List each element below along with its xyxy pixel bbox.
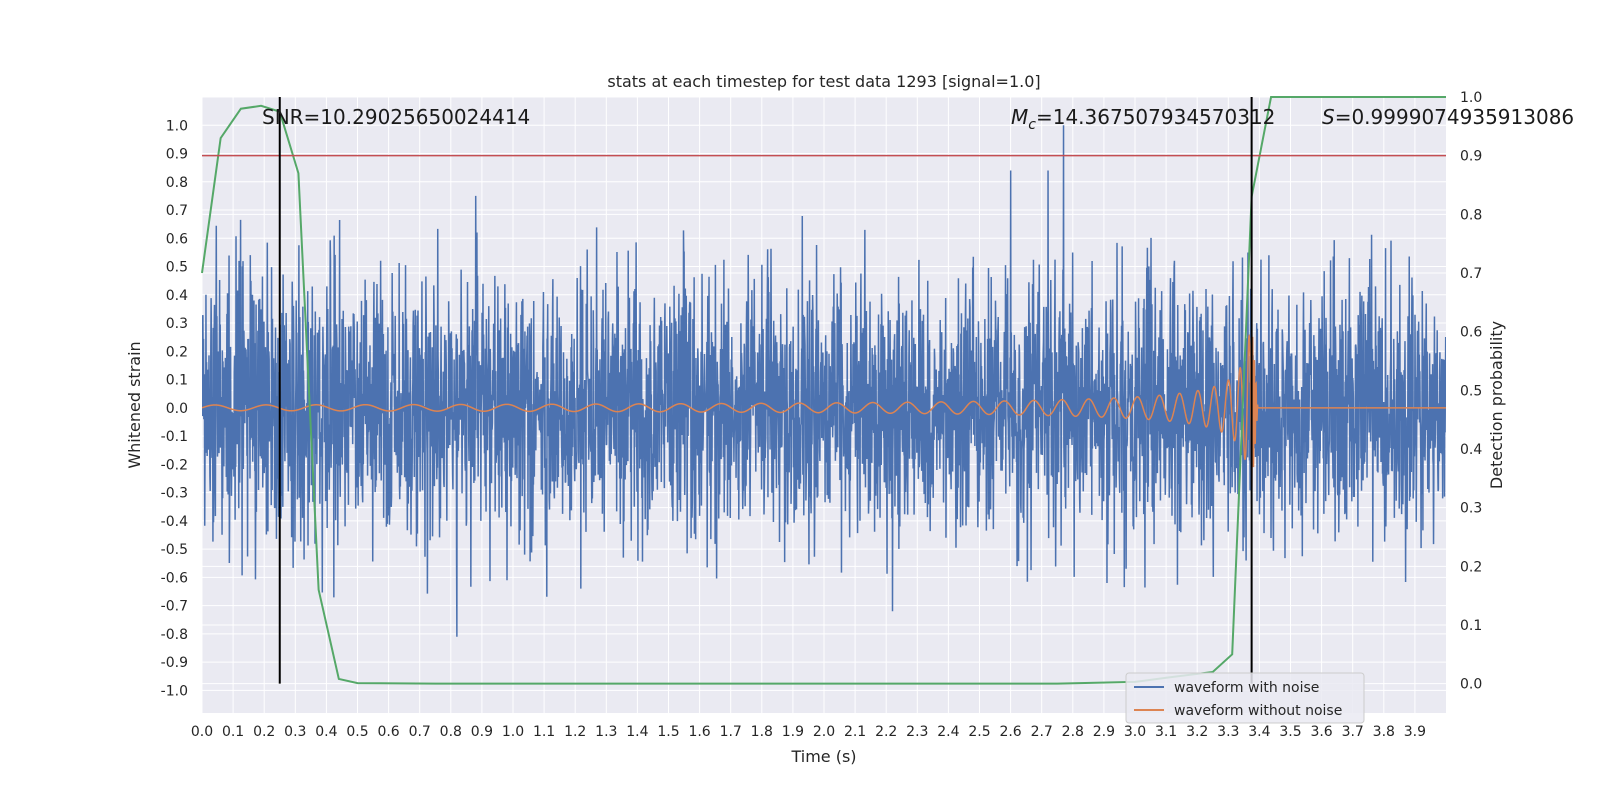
x-tick-label: 3.4 xyxy=(1248,724,1270,740)
x-tick-label: 1.0 xyxy=(502,724,524,740)
x-tick-label: 0.4 xyxy=(315,724,337,740)
y-tick-label-left: 0.7 xyxy=(166,203,188,219)
x-tick-label: 1.5 xyxy=(657,724,679,740)
y-tick-label-right: 0.7 xyxy=(1460,266,1482,282)
y-tick-label-left: 0.4 xyxy=(166,288,188,304)
series-line-clean xyxy=(202,333,1446,491)
x-tick-label: 0.0 xyxy=(191,724,213,740)
y-tick-label-right: 0.4 xyxy=(1460,442,1482,458)
x-tick-label: 1.9 xyxy=(782,724,804,740)
x-tick-label: 0.7 xyxy=(409,724,431,740)
legend: waveform with noise waveform without noi… xyxy=(1125,672,1365,724)
score-annotation: S=0.9999074935913086 xyxy=(1322,105,1574,129)
y-tick-label-left: -0.4 xyxy=(161,514,188,530)
x-tick-label: 1.1 xyxy=(533,724,555,740)
y-tick-label-left: 0.2 xyxy=(166,344,188,360)
mc-value: =14.367507934570312 xyxy=(1036,105,1275,129)
y-axis-label-right: Detection probability xyxy=(1487,321,1506,489)
series-line-detection-probability xyxy=(201,96,1446,685)
x-tick-label: 2.7 xyxy=(1031,724,1053,740)
chirp-mass-annotation: Mc=14.367507934570312 xyxy=(1011,105,1275,133)
y-tick-label-right: 0.5 xyxy=(1460,383,1482,399)
x-tick-label: 2.5 xyxy=(968,724,990,740)
x-tick-label: 3.7 xyxy=(1342,724,1364,740)
x-tick-label: 1.7 xyxy=(720,724,742,740)
x-tick-label: 0.9 xyxy=(471,724,493,740)
x-tick-label: 2.6 xyxy=(999,724,1021,740)
y-tick-label-left: 0.8 xyxy=(166,175,188,191)
x-tick-label: 3.8 xyxy=(1373,724,1395,740)
x-axis-label: Time (s) xyxy=(790,747,856,766)
x-tick-label: 3.2 xyxy=(1186,724,1208,740)
x-tick-label: 2.8 xyxy=(1062,724,1084,740)
x-tick-label: 2.1 xyxy=(844,724,866,740)
x-tick-label: 0.8 xyxy=(440,724,462,740)
x-tick-label: 1.2 xyxy=(564,724,586,740)
x-tick-label: 0.6 xyxy=(377,724,399,740)
y-tick-label-left: 0.1 xyxy=(166,373,188,389)
y-tick-label-left: 1.0 xyxy=(166,118,188,134)
mc-symbol: M xyxy=(1011,105,1028,129)
x-tick-label: 3.6 xyxy=(1310,724,1332,740)
y-tick-label-left: -0.1 xyxy=(161,429,188,445)
x-tick-label: 2.0 xyxy=(813,724,835,740)
y-axis-label-left: Whitened strain xyxy=(125,341,144,468)
x-tick-label: 2.4 xyxy=(937,724,959,740)
tick-labels: 0.0 0.1 0.2 0.3 0.4 0.5 0.6 0.7 0.8 0.9 1.0 1.1 1.2 1… xyxy=(161,90,1483,740)
y-tick-label-left: -0.9 xyxy=(161,655,188,671)
y-tick-label-left: -1.0 xyxy=(161,683,188,699)
x-tick-label: 2.3 xyxy=(906,724,928,740)
x-tick-label: 2.2 xyxy=(875,724,897,740)
y-tick-label-right: 0.6 xyxy=(1460,325,1482,341)
y-tick-label-left: 0.6 xyxy=(166,231,188,247)
x-tick-label: 0.3 xyxy=(284,724,306,740)
chart-title: stats at each timestep for test data 129… xyxy=(607,72,1040,91)
y-tick-label-left: 0.5 xyxy=(166,260,188,276)
y-tick-label-right: 0.0 xyxy=(1460,677,1482,693)
mc-subscript: c xyxy=(1028,117,1036,133)
x-tick-label: 3.9 xyxy=(1404,724,1426,740)
s-symbol: S xyxy=(1322,105,1335,129)
y-tick-label-right: 0.8 xyxy=(1460,207,1482,223)
y-tick-label-left: 0.0 xyxy=(166,401,188,417)
y-tick-label-left: -0.2 xyxy=(161,457,188,473)
x-tick-label: 0.5 xyxy=(346,724,368,740)
y-tick-label-left: 0.3 xyxy=(166,316,188,332)
overlay-layer xyxy=(201,96,1446,685)
y-tick-label-left: -0.6 xyxy=(161,570,188,586)
x-tick-label: 3.5 xyxy=(1279,724,1301,740)
y-tick-label-left: -0.5 xyxy=(161,542,188,558)
y-tick-label-left: -0.7 xyxy=(161,599,188,615)
x-tick-label: 3.3 xyxy=(1217,724,1239,740)
series-line-noise xyxy=(202,125,1446,637)
legend-label-clean: waveform without noise xyxy=(1174,703,1342,719)
snr-annotation: SNR=10.29025650024414 xyxy=(262,105,530,129)
y-tick-label-right: 0.2 xyxy=(1460,559,1482,575)
y-tick-label-right: 1.0 xyxy=(1460,90,1482,106)
x-tick-label: 0.2 xyxy=(253,724,275,740)
x-tick-label: 0.1 xyxy=(222,724,244,740)
s-value: =0.9999074935913086 xyxy=(1335,105,1574,129)
x-tick-label: 3.0 xyxy=(1124,724,1146,740)
y-tick-label-right: 0.1 xyxy=(1460,618,1482,634)
x-tick-label: 1.3 xyxy=(595,724,617,740)
x-tick-label: 1.6 xyxy=(688,724,710,740)
x-tick-label: 1.8 xyxy=(751,724,773,740)
x-tick-label: 3.1 xyxy=(1155,724,1177,740)
legend-box xyxy=(1125,672,1365,724)
y-tick-label-left: 0.9 xyxy=(166,147,188,163)
y-tick-label-left: -0.8 xyxy=(161,627,188,643)
series-layer xyxy=(202,125,1446,637)
y-tick-label-left: -0.3 xyxy=(161,486,188,502)
y-tick-label-right: 0.9 xyxy=(1460,149,1482,165)
x-tick-label: 1.4 xyxy=(626,724,648,740)
x-tick-label: 2.9 xyxy=(1093,724,1115,740)
legend-label-noise: waveform with noise xyxy=(1174,680,1319,696)
y-tick-label-right: 0.3 xyxy=(1460,501,1482,517)
